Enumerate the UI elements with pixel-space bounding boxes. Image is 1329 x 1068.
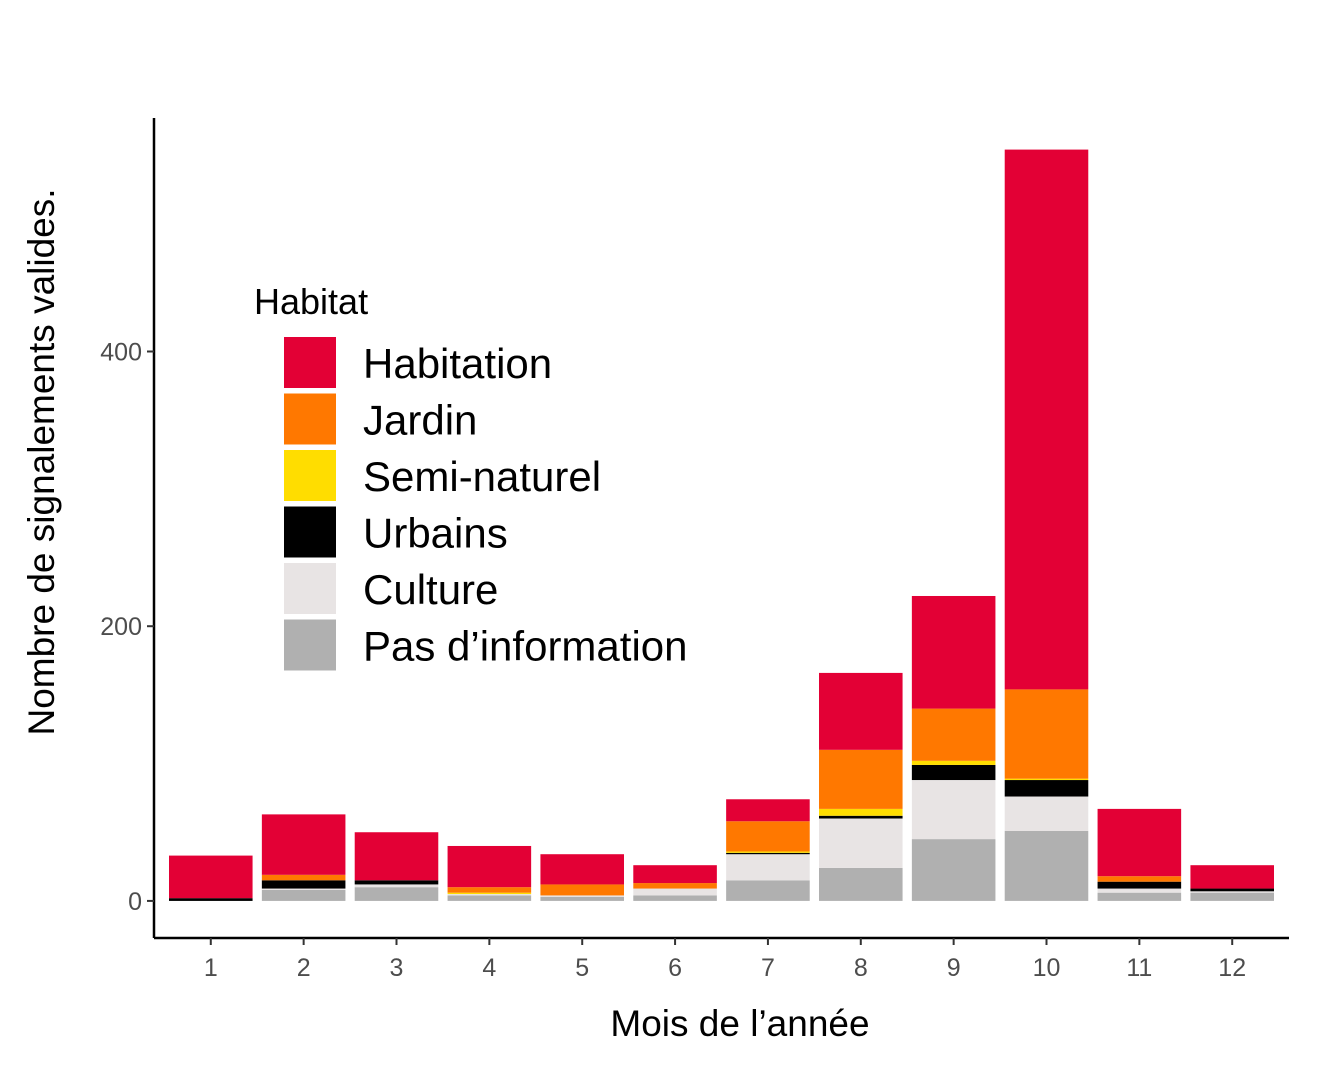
bar-month-7-habitation [726, 799, 810, 822]
legend-label: Pas d’information [363, 623, 688, 670]
x-tick-label: 4 [482, 954, 496, 982]
bar-month-7-pas-d-information [726, 880, 810, 901]
bar-month-12-pas-d-information [1190, 892, 1274, 901]
bar-month-6-pas-d-information [633, 895, 717, 901]
bar-month-11-urbains [1097, 881, 1182, 889]
legend-key [284, 506, 336, 558]
bar-month-3-culture [354, 884, 439, 888]
bar-month-4-semi-naturel [447, 892, 532, 895]
bar-month-4-pas-d-information [447, 895, 532, 901]
bar-month-4-culture [447, 894, 532, 896]
bar-month-1-urbains [169, 898, 253, 901]
bar-month-10-urbains [1004, 780, 1089, 797]
x-tick-label: 9 [947, 954, 961, 982]
legend-key [284, 563, 336, 614]
legend-key [284, 393, 336, 445]
bar-month-10-semi-naturel [1004, 778, 1089, 781]
bar-month-6-culture [633, 888, 717, 896]
bar-month-11-jardin [1097, 876, 1182, 882]
bars-layer [169, 149, 1274, 901]
x-tick-label: 11 [1126, 954, 1152, 982]
bar-month-4-habitation [447, 845, 532, 888]
bar-month-5-pas-d-information [540, 896, 624, 901]
bar-month-12-urbains [1190, 888, 1274, 892]
bar-month-4-jardin [447, 887, 532, 893]
legend-key [284, 619, 336, 671]
bar-month-7-semi-naturel [726, 851, 810, 853]
x-tick-label: 8 [854, 954, 868, 982]
bar-month-8-pas-d-information [819, 867, 903, 901]
bar-month-2-jardin [261, 874, 346, 881]
legend-label: Habitation [363, 340, 552, 387]
bar-month-8-semi-naturel [819, 808, 903, 816]
legend-key [284, 337, 336, 388]
y-tick-label: 400 [100, 339, 142, 367]
bar-month-2-habitation [261, 814, 346, 875]
bar-month-8-culture [819, 818, 903, 868]
bar-month-1-habitation [169, 855, 253, 899]
bar-month-11-habitation [1097, 808, 1182, 877]
bar-month-8-jardin [819, 749, 903, 809]
legend-label: Semi-naturel [363, 453, 601, 500]
legend-label: Jardin [363, 397, 477, 444]
legend-key [284, 450, 336, 501]
legend-label: Culture [363, 566, 498, 613]
bar-month-9-culture [911, 780, 996, 840]
legend-title: Habitat [254, 281, 368, 322]
bar-month-12-habitation [1190, 865, 1274, 889]
axes-layer [152, 118, 1289, 940]
bar-month-3-urbains [354, 880, 439, 885]
bar-month-6-jardin [633, 883, 717, 889]
x-tick-label: 10 [1033, 954, 1061, 982]
y-axis-title: Nombre de signalements valides. [21, 188, 62, 735]
bar-month-5-jardin [540, 884, 624, 896]
x-tick-label: 12 [1218, 954, 1246, 982]
bar-month-10-jardin [1004, 689, 1089, 779]
bar-month-7-jardin [726, 821, 810, 852]
bar-month-5-culture [540, 895, 624, 897]
bar-month-10-culture [1004, 796, 1089, 831]
bar-month-9-urbains [911, 764, 996, 781]
x-tick-label: 6 [668, 954, 682, 982]
bar-month-11-culture [1097, 888, 1182, 893]
x-tick-label: 1 [204, 954, 218, 982]
bar-month-10-habitation [1004, 149, 1089, 690]
x-tick-label: 3 [390, 954, 404, 982]
x-tick-label: 5 [575, 954, 589, 982]
y-ticks: 0 200 400 [100, 339, 154, 916]
bar-month-9-pas-d-information [911, 839, 996, 901]
x-tick-label: 2 [297, 954, 311, 982]
bar-month-2-pas-d-information [261, 889, 346, 901]
bar-month-7-culture [726, 854, 810, 881]
bar-month-5-habitation [540, 854, 624, 885]
bar-month-2-urbains [261, 880, 346, 889]
y-tick-label: 0 [128, 888, 142, 916]
bar-month-8-urbains [819, 815, 903, 819]
y-tick-label: 200 [100, 613, 142, 641]
bar-month-9-semi-naturel [911, 760, 996, 765]
bar-month-7-urbains [726, 852, 810, 855]
bar-month-10-pas-d-information [1004, 830, 1089, 901]
x-axis-title: Mois de l’année [610, 1003, 869, 1044]
bar-month-3-pas-d-information [354, 887, 439, 901]
bar-month-8-habitation [819, 672, 903, 750]
bar-month-11-pas-d-information [1097, 892, 1182, 901]
x-tick-label: 7 [761, 954, 775, 982]
x-ticks: 1 2 3 4 5 6 7 8 9 10 11 12 [204, 938, 1246, 982]
bar-month-12-culture [1190, 891, 1274, 893]
bar-month-6-habitation [633, 865, 717, 884]
legend-label: Urbains [363, 510, 508, 557]
bar-month-9-jardin [911, 708, 996, 761]
bar-month-2-culture [261, 888, 346, 890]
bar-month-9-habitation [911, 595, 996, 709]
legend: Habitat Habitation Jardin Semi-naturel Urba… [254, 281, 688, 671]
bar-month-3-habitation [354, 832, 439, 881]
